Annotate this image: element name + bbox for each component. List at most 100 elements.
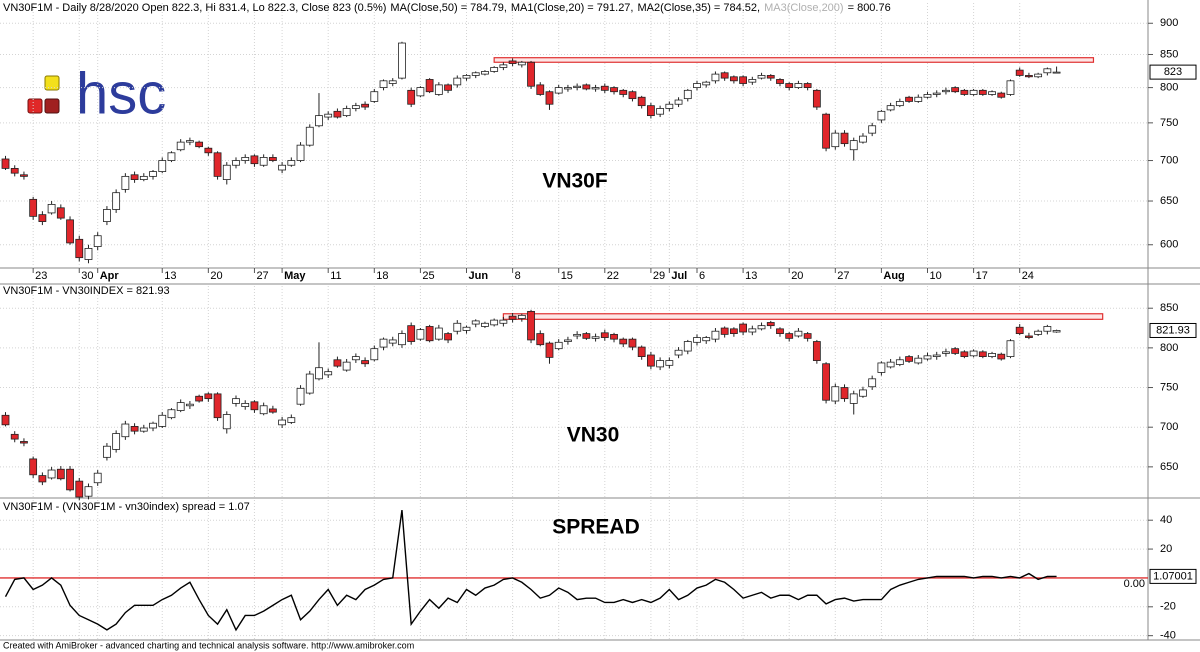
candle-body [490,319,499,326]
y-tick-label: 850 [1160,302,1178,314]
last-value-label: 821.93 [1156,324,1190,336]
candle-body [20,174,28,177]
candle-body [600,332,609,338]
candle-body [757,75,766,79]
candle-body [38,475,47,483]
candle-body [167,409,176,419]
candle-body [434,84,443,95]
x-tick-label: 22 [607,270,619,282]
candle-body [130,426,139,432]
x-tick-label: 13 [164,270,176,282]
candle-body [951,87,960,93]
x-tick-label: 24 [1022,270,1034,282]
candle-body [93,235,102,247]
candle-body [582,333,591,339]
candle-body [84,486,93,497]
candle-body [554,341,563,350]
panel-label: SPREAD [552,516,640,539]
candle-body [268,408,277,413]
x-tick-label: 6 [699,270,705,282]
y-tick-label: -20 [1160,601,1176,613]
candle-body [554,87,563,94]
candle-body [167,152,176,161]
candle-body [232,398,240,404]
candle-body [803,333,812,339]
candle-body [711,73,720,82]
last-value-label: 823 [1164,66,1182,78]
candle-body [628,91,637,100]
y-tick-label: 900 [1160,17,1178,29]
candle-body [241,157,250,161]
candle-body [416,87,425,97]
candle-body [997,92,1006,98]
y-tick-label: 850 [1160,48,1178,60]
candle-body [591,87,600,90]
candle-body [103,445,111,458]
candle-body [923,94,932,98]
panel-label: VN30 [567,424,620,447]
candle-body [693,83,701,88]
candle-body [960,351,969,357]
candle-body [56,468,65,480]
panel: 850 800 750 700 650 VN30F1M - VN30INDEX = 821… [0,285,1197,501]
candle-body [379,338,388,348]
candle-body [305,373,314,394]
candle-body [988,353,996,357]
candle-body [988,91,996,95]
panel-title: VN30F1M - Daily 8/28/2020 Open 822.3, Hi… [3,2,386,14]
y-tick-label: 750 [1160,381,1178,393]
candle-body [868,378,877,388]
candle-body [75,480,84,498]
candle-body [259,405,268,415]
candle-body [960,89,969,95]
candle-body [361,103,369,108]
candle-body [103,209,111,222]
candle-body [1015,326,1024,334]
x-tick-label: May [284,270,306,282]
candle-body [176,402,185,411]
candle-body [517,314,526,319]
candle-body [351,356,360,361]
candle-body [545,342,554,358]
candle-body [831,132,840,148]
y-tick-label: 800 [1160,82,1178,94]
candle-body [508,60,517,64]
candle-body [20,441,28,444]
candle-body [259,157,268,166]
candle-body [647,105,655,117]
candle-body [702,337,711,342]
candle-body [969,350,978,357]
panel: 900 850 800 750 700 650 600 VN30F1M - Daily 8/2… [0,2,1197,264]
candle-body [886,105,895,111]
x-tick-label: 8 [515,270,521,282]
candle-body [683,89,692,100]
candle-body [351,105,360,109]
candle-body [997,353,1006,360]
candle-body [1052,71,1061,74]
candle-body [499,319,508,324]
candle-body [1043,68,1052,74]
candle-body [978,351,987,357]
candle-body [951,348,960,354]
last-value-box [1149,568,1197,584]
candle-body [425,79,434,93]
candle-body [462,75,471,79]
candle-body [296,387,305,405]
candle-body [232,160,240,166]
candle-body [720,72,729,79]
x-tick-label: Jun [469,270,489,282]
x-tick-label: 15 [561,270,573,282]
y-tick-label: 750 [1160,117,1178,129]
candle-body [545,91,554,105]
candle-body [342,361,351,371]
candle-body [757,325,766,330]
candle-body [1025,335,1033,338]
x-tick-label: 13 [745,270,757,282]
candle-body [895,101,904,107]
y-tick-label: 600 [1160,239,1178,251]
candle-body [222,414,231,430]
candle-body [361,360,369,365]
